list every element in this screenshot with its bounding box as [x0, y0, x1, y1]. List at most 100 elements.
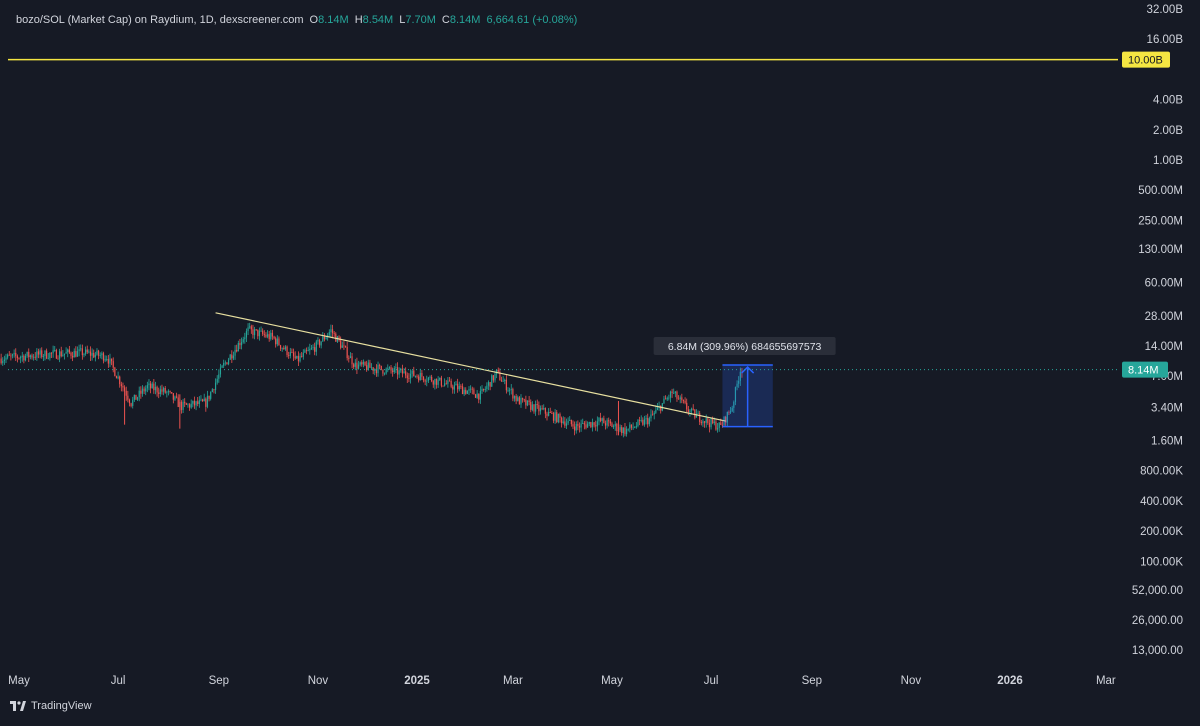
candle-body	[86, 349, 88, 353]
candle-body	[135, 394, 137, 400]
candle-body	[227, 359, 230, 365]
x-axis[interactable]: May Jul Sep Nov 2025 Mar May Jul Sep Nov 2026 Mar	[8, 675, 1116, 687]
candle-body	[343, 345, 345, 347]
candle-body	[574, 426, 576, 431]
candle-body	[513, 395, 516, 399]
candle-body	[159, 389, 161, 394]
candle-body	[29, 355, 31, 358]
candle-body	[510, 389, 512, 390]
candle-body	[458, 386, 460, 390]
y-tick-label: 13,000.00	[1132, 645, 1183, 657]
measure-tool[interactable]: 6.84M (309.96%) 684655697573	[653, 337, 836, 428]
candle-body	[266, 334, 269, 337]
legend-title: bozo/SOL (Market Cap) on Raydium, 1D, de…	[16, 14, 304, 26]
candle-body	[286, 346, 288, 356]
candle-body	[600, 418, 602, 421]
candle-body	[546, 413, 548, 416]
candle-body	[323, 336, 326, 340]
candle-body	[231, 354, 233, 359]
tradingview-logo[interactable]: TradingView	[10, 700, 92, 712]
candle-body	[445, 383, 447, 385]
candle-body	[341, 345, 343, 348]
x-tick-label: May	[601, 675, 623, 687]
candle-body	[143, 388, 145, 392]
candle-body	[304, 350, 306, 353]
candle-body	[647, 418, 649, 425]
measure-arrowhead	[741, 365, 755, 374]
y-axis[interactable]: 32.00B 16.00B 4.00B 2.00B 1.00B 500.00M 250.00…	[1132, 4, 1183, 657]
candle-body	[198, 400, 200, 404]
candle-body	[302, 352, 304, 357]
candle-body	[729, 411, 732, 413]
candle-body	[216, 378, 218, 383]
trendline[interactable]	[215, 312, 726, 422]
candle-body	[539, 408, 542, 412]
candle-body	[296, 355, 298, 359]
candle-body	[720, 422, 722, 426]
candle-body	[328, 332, 330, 336]
candle-body	[136, 397, 139, 400]
candle-body	[666, 397, 668, 400]
y-tick-label: 1.60M	[1151, 435, 1183, 447]
candle-body	[123, 387, 126, 391]
candle-body	[481, 388, 483, 391]
candle-body	[151, 383, 153, 389]
candle-body	[541, 408, 543, 410]
tradingview-name: TradingView	[31, 700, 92, 712]
candle-body	[569, 419, 571, 421]
legend-close-label: C	[441, 14, 450, 26]
candle-body	[702, 421, 704, 424]
candle-body	[3, 359, 5, 361]
candle-body	[505, 379, 507, 391]
candle-body	[564, 421, 566, 426]
candle-body	[601, 418, 603, 421]
candle-body	[487, 382, 490, 386]
legend-high-value: 8.54M	[362, 14, 394, 26]
legend-open-label: O	[309, 14, 319, 26]
candle-body	[125, 390, 127, 396]
candle-body	[154, 386, 157, 391]
candle-body	[548, 411, 550, 416]
y-tick-label: 60.00M	[1145, 278, 1183, 290]
candle-body	[536, 404, 538, 406]
candle-body	[258, 330, 261, 337]
candle-body	[93, 352, 95, 358]
candle-body	[656, 407, 659, 410]
candle-body	[162, 388, 165, 392]
candle-body	[663, 398, 665, 404]
candle-body	[146, 385, 148, 389]
candle-body	[507, 390, 509, 392]
candle-body	[604, 423, 607, 426]
candle-body	[33, 356, 35, 358]
candle-body	[284, 346, 287, 350]
candle-body	[26, 351, 28, 356]
candle-body	[721, 425, 724, 426]
candle-body	[494, 373, 496, 381]
candle-body	[361, 362, 363, 365]
candle-body	[671, 391, 673, 394]
candle-body	[526, 400, 529, 406]
candle-body	[44, 350, 46, 357]
candle-body	[208, 395, 210, 399]
candle-body	[174, 396, 176, 400]
candle-body	[265, 334, 267, 337]
candle-body	[483, 388, 485, 390]
candle-body	[716, 427, 719, 430]
x-tick-label: Mar	[1096, 675, 1116, 687]
candle-body	[205, 398, 207, 407]
candle-body	[331, 329, 334, 334]
candle-body	[213, 389, 215, 391]
candle-body	[695, 413, 698, 418]
candle-body	[67, 349, 69, 353]
candle-body	[344, 345, 347, 347]
candle-body	[739, 371, 741, 381]
candle-body	[224, 362, 226, 364]
candle-body	[614, 424, 616, 427]
candle-body	[575, 424, 577, 431]
candle-body	[403, 371, 405, 374]
candle-body	[36, 351, 38, 358]
candle-body	[276, 338, 278, 345]
candle-body	[18, 357, 20, 359]
